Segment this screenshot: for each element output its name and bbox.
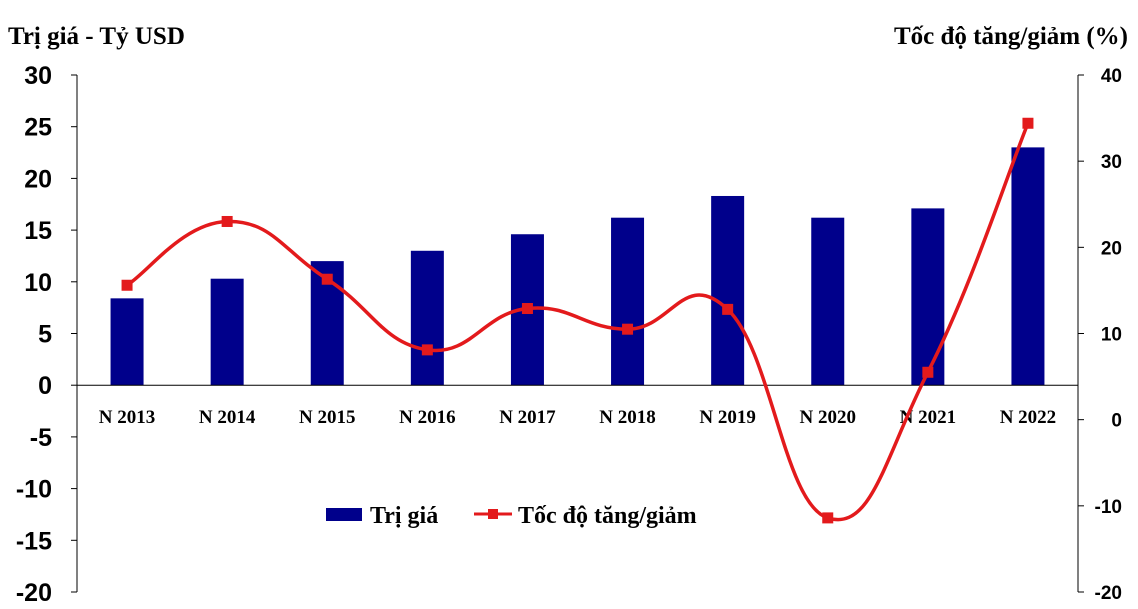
- bar: [711, 195, 745, 386]
- left-tick-label: -10: [16, 476, 52, 504]
- axis-lines: [76, 75, 1079, 592]
- line-marker: [421, 344, 433, 356]
- left-tick-label: 25: [24, 114, 52, 142]
- bar: [110, 298, 144, 386]
- growth-line: [126, 122, 1030, 522]
- right-tick-label: 10: [1101, 325, 1122, 346]
- right-tick-label: 0: [1111, 411, 1122, 432]
- line-marker: [1022, 117, 1034, 129]
- left-axis-title: Trị giá - Tỷ USD: [8, 23, 185, 50]
- x-tick-label: N 2019: [699, 407, 755, 428]
- line-marker: [221, 215, 233, 227]
- bar: [811, 217, 845, 386]
- x-tick-label: N 2020: [800, 407, 856, 428]
- legend: Trị giá Tốc độ tăng/giảm: [326, 503, 697, 529]
- right-tick-label: 30: [1101, 152, 1122, 173]
- line-marker: [722, 303, 734, 315]
- left-tick-label: 30: [24, 62, 52, 90]
- line-marker: [922, 366, 934, 378]
- x-tick-label: N 2022: [1000, 407, 1056, 428]
- legend-label-line: Tốc độ tăng/giảm: [518, 503, 697, 529]
- bar: [611, 217, 645, 386]
- x-tick-label: N 2015: [299, 407, 355, 428]
- left-tick-label: 5: [38, 321, 52, 349]
- legend-swatch-bar: [326, 508, 362, 521]
- x-tick-label: N 2013: [99, 407, 155, 428]
- right-tick-label: 20: [1101, 238, 1122, 259]
- x-tick-label: N 2016: [399, 407, 455, 428]
- x-tick-label: N 2021: [900, 407, 956, 428]
- legend-swatch-marker: [488, 509, 498, 519]
- left-tick-label: 15: [24, 217, 52, 245]
- x-tick-label: N 2014: [199, 407, 256, 428]
- left-tick-label: 0: [38, 372, 52, 400]
- right-tick-label: -10: [1095, 497, 1122, 518]
- x-tick-label: N 2018: [599, 407, 655, 428]
- left-tick-label: 10: [24, 269, 52, 297]
- right-y-axis: 40 30 20 10 0 -10 -20: [1078, 66, 1122, 604]
- line-marker: [121, 279, 133, 291]
- line-marker: [321, 273, 333, 285]
- left-tick-label: 20: [24, 165, 52, 193]
- right-tick-label: -20: [1095, 583, 1122, 604]
- bar: [911, 208, 945, 386]
- left-y-axis: 30 25 20 15 10 5 0 -5 -10 -15 -20: [16, 62, 77, 607]
- right-tick-label: 40: [1101, 66, 1122, 87]
- line-marker: [822, 512, 834, 524]
- bar: [1011, 147, 1045, 386]
- line-marker: [622, 323, 634, 335]
- line-marker: [521, 303, 533, 315]
- x-tick-label: N 2017: [499, 407, 556, 428]
- right-axis-title: Tốc độ tăng/giảm (%): [894, 23, 1128, 50]
- left-tick-label: -20: [16, 579, 52, 607]
- bar-series: [110, 147, 1045, 386]
- left-tick-label: -5: [30, 424, 52, 452]
- bar: [210, 278, 244, 386]
- bar: [410, 250, 444, 386]
- left-tick-label: -15: [16, 527, 52, 555]
- line-series: [121, 117, 1034, 524]
- x-axis-labels: N 2013 N 2014 N 2015 N 2016 N 2017 N 2018 N 20…: [99, 407, 1056, 428]
- legend-label-bar: Trị giá: [370, 503, 438, 529]
